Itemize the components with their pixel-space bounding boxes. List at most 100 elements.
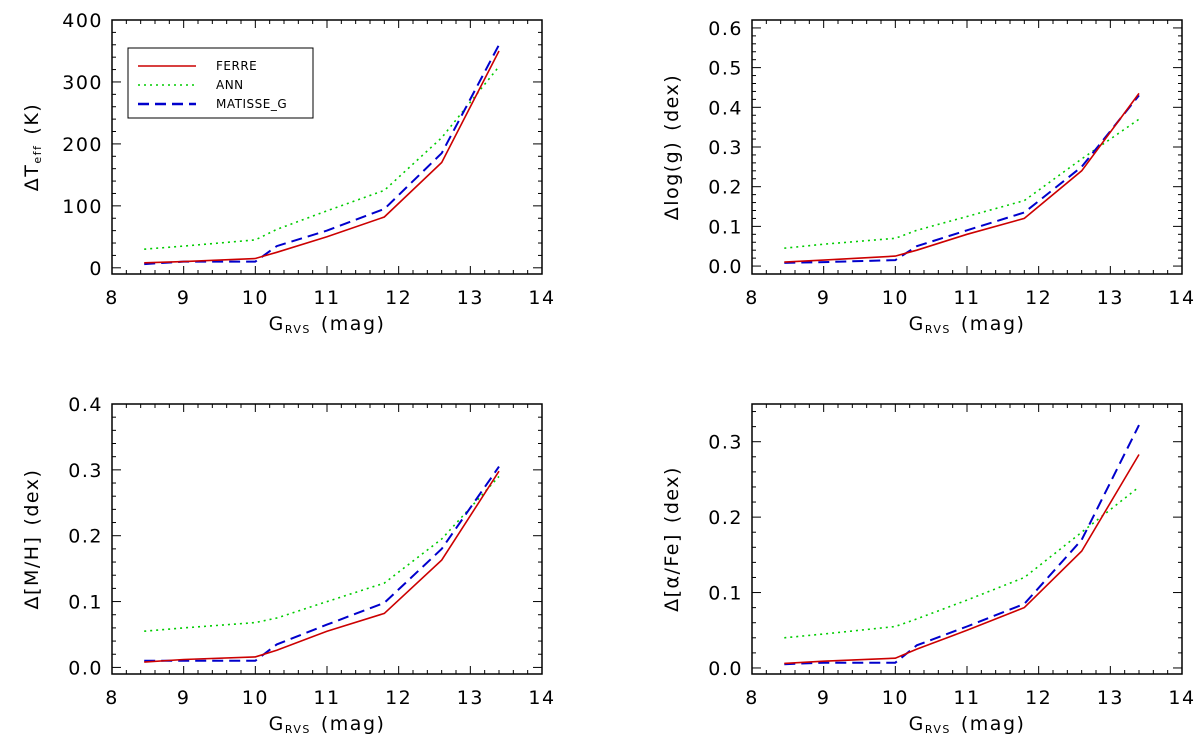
x-tick-label: 8 bbox=[745, 687, 759, 709]
series-line-ann bbox=[784, 486, 1140, 639]
y-tick-label: 0.4 bbox=[68, 394, 103, 416]
x-tick-label: 9 bbox=[817, 287, 831, 309]
x-axis-label: GRVS (mag) bbox=[269, 313, 386, 336]
legend-label-ann: ANN bbox=[216, 78, 244, 92]
x-axis-label: GRVS (mag) bbox=[269, 713, 386, 736]
x-tick-label: 11 bbox=[953, 687, 980, 709]
y-tick-label: 0.3 bbox=[68, 460, 103, 482]
x-tick-label: 11 bbox=[313, 687, 340, 709]
y-tick-label: 0 bbox=[89, 258, 103, 280]
x-axis-label: GRVS (mag) bbox=[909, 713, 1026, 736]
y-tick-label: 0.1 bbox=[68, 592, 103, 614]
x-tick-label: 8 bbox=[745, 287, 759, 309]
x-axis-label-unit: (mag) bbox=[961, 313, 1026, 335]
legend-label-ferre: FERRE bbox=[216, 59, 257, 73]
y-tick-label: 0.2 bbox=[68, 526, 103, 548]
series-line-matisse-g bbox=[144, 466, 500, 662]
y-axis-label-sub: eff bbox=[31, 145, 44, 164]
x-tick-label: 9 bbox=[817, 687, 831, 709]
x-tick-label: 12 bbox=[385, 687, 412, 709]
y-tick-label: 0.2 bbox=[708, 177, 743, 199]
x-axis-label-unit: (mag) bbox=[321, 313, 386, 335]
x-axis-label-sub: RVS bbox=[285, 723, 311, 736]
x-tick-label: 10 bbox=[242, 687, 269, 709]
y-axis-label-main: Δ[α/Fe] bbox=[661, 533, 683, 612]
x-tick-label: 11 bbox=[313, 287, 340, 309]
y-axis-label: Δ[M/H] (dex) bbox=[21, 469, 43, 610]
x-axis-label-main: G bbox=[909, 713, 925, 735]
x-axis-label-unit: (mag) bbox=[961, 713, 1026, 735]
x-axis-label-unit: (mag) bbox=[321, 713, 386, 735]
plot-frame bbox=[751, 403, 1183, 675]
x-tick-label: 13 bbox=[1097, 287, 1124, 309]
x-axis-label-sub: RVS bbox=[285, 323, 311, 336]
x-tick-label: 14 bbox=[1168, 687, 1195, 709]
x-axis-label: GRVS (mag) bbox=[909, 313, 1026, 336]
y-tick-label: 0.6 bbox=[708, 18, 743, 40]
series-line-matisse-g bbox=[784, 94, 1140, 264]
y-axis-label: ΔTeff (K) bbox=[21, 103, 44, 191]
y-tick-label: 0.1 bbox=[708, 583, 743, 605]
y-tick-label: 0.0 bbox=[68, 657, 103, 679]
x-axis-label-sub: RVS bbox=[925, 723, 951, 736]
series-line-ferre bbox=[784, 454, 1140, 665]
plot-frame bbox=[111, 403, 543, 675]
y-tick-label: 200 bbox=[62, 134, 103, 156]
series-line-ann bbox=[784, 118, 1140, 249]
x-tick-label: 9 bbox=[177, 287, 191, 309]
series-line-matisse-g bbox=[784, 424, 1140, 666]
y-axis-label-unit: (K) bbox=[21, 103, 43, 135]
x-tick-label: 12 bbox=[385, 287, 412, 309]
y-tick-label: 0.3 bbox=[708, 137, 743, 159]
x-tick-label: 14 bbox=[1168, 287, 1195, 309]
y-tick-label: 0.0 bbox=[708, 658, 743, 680]
plot-frame bbox=[751, 19, 1183, 275]
x-axis-label-main: G bbox=[909, 313, 925, 335]
y-axis-label: Δ[α/Fe] (dex) bbox=[661, 466, 683, 612]
x-tick-label: 13 bbox=[1097, 687, 1124, 709]
x-tick-label: 10 bbox=[882, 687, 909, 709]
y-axis-label-main: Δ[M/H] bbox=[21, 536, 43, 610]
x-tick-label: 11 bbox=[953, 287, 980, 309]
y-tick-label: 100 bbox=[62, 196, 103, 218]
x-tick-label: 13 bbox=[457, 287, 484, 309]
chart-panel-logg: 8 9 10 11 12 13 14 0.0 0.1 0.2 0.3 0.4 0.5 0.6 GRVS (ma… bbox=[661, 18, 1195, 336]
y-axis-label-unit: (dex) bbox=[661, 466, 683, 523]
y-tick-label: 0.2 bbox=[708, 507, 743, 529]
x-axis-label-main: G bbox=[269, 313, 285, 335]
y-tick-label: 300 bbox=[62, 72, 103, 94]
series-line-ann bbox=[144, 475, 500, 632]
y-axis-label: Δlog(g) (dex) bbox=[661, 74, 683, 220]
x-tick-label: 14 bbox=[528, 287, 555, 309]
x-axis-label-sub: RVS bbox=[925, 323, 951, 336]
x-tick-label: 9 bbox=[177, 687, 191, 709]
y-tick-label: 0.0 bbox=[708, 256, 743, 278]
chart-panel-teff: 8 9 10 11 12 13 14 0 100 200 300 400 GRVS (mag) ΔTeff (… bbox=[21, 10, 555, 336]
series-line-ferre bbox=[784, 92, 1140, 263]
y-axis-label-unit: (dex) bbox=[661, 74, 683, 131]
x-tick-label: 8 bbox=[105, 687, 119, 709]
legend: FERRE ANN MATISSE_G bbox=[127, 47, 314, 119]
y-axis-label-main: Δlog(g) bbox=[661, 141, 683, 220]
x-axis-label-main: G bbox=[269, 713, 285, 735]
x-tick-label: 8 bbox=[105, 287, 119, 309]
series-line-ferre bbox=[144, 50, 500, 264]
y-tick-label: 0.4 bbox=[708, 97, 743, 119]
y-tick-label: 0.5 bbox=[708, 58, 743, 80]
legend-label-matisse-g: MATISSE_G bbox=[216, 97, 287, 111]
series-line-ann bbox=[144, 65, 500, 250]
y-tick-label: 400 bbox=[62, 10, 103, 32]
y-tick-label: 0.3 bbox=[708, 432, 743, 454]
x-tick-label: 12 bbox=[1025, 687, 1052, 709]
y-tick-label: 0.1 bbox=[708, 216, 743, 238]
x-tick-label: 14 bbox=[528, 687, 555, 709]
chart-panel-mh: 8 9 10 11 12 13 14 0.0 0.1 0.2 0.3 0.4 GRVS (mag) Δ[M/… bbox=[21, 394, 555, 736]
legend-box bbox=[127, 47, 314, 119]
y-axis-label-main: ΔT bbox=[21, 164, 43, 192]
chart-panel-alphafe: 8 9 10 11 12 13 14 0.0 0.1 0.2 0.3 GRVS (mag) Δ[α/Fe]… bbox=[661, 403, 1195, 736]
x-tick-label: 10 bbox=[882, 287, 909, 309]
x-tick-label: 13 bbox=[457, 687, 484, 709]
x-tick-label: 10 bbox=[242, 287, 269, 309]
x-tick-label: 12 bbox=[1025, 287, 1052, 309]
series-line-ferre bbox=[144, 470, 500, 663]
